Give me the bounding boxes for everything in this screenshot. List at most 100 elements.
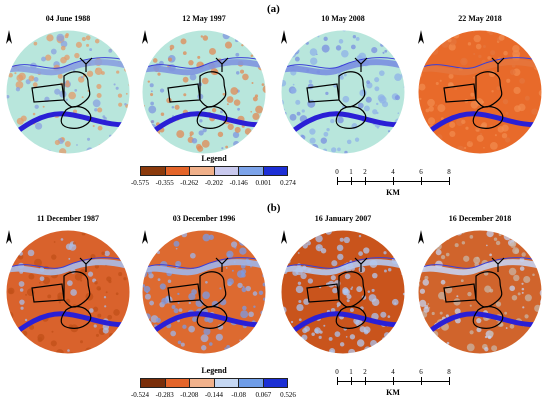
panel-b-label: (b) [267,202,281,214]
land-cover-patch [506,78,511,83]
land-cover-patch [418,107,419,111]
land-cover-patch [323,324,326,327]
land-cover-patch [224,347,227,350]
land-cover-patch [222,92,226,96]
land-cover-patch [460,57,468,66]
land-cover-patch [67,349,70,352]
land-cover-patch [318,335,322,339]
land-cover-patch [60,45,66,51]
upper-channel-edge [282,57,405,69]
scale-tick [421,177,422,185]
land-cover-patch [6,249,10,254]
land-cover-patch [143,285,151,293]
land-cover-patch [45,54,52,61]
land-cover-patch [177,340,182,345]
land-cover-patch [425,108,430,113]
legend-swatch [165,379,190,387]
land-cover-patch [281,254,284,257]
boundary-outline [79,257,93,272]
land-cover-patch [511,295,518,301]
land-cover-patch [171,305,176,309]
upper-channel [281,59,405,76]
land-cover-patch [443,298,446,301]
boundary-outline [491,257,505,272]
land-cover-patch [8,72,13,78]
land-cover-patch [98,287,101,291]
land-cover-patch [39,276,45,282]
map-border [280,229,406,355]
land-cover-patch [241,287,247,293]
land-cover-patch [380,311,387,318]
land-cover-patch [224,41,233,49]
map-date: 16 December 2018 [448,214,512,223]
land-cover-patch [391,298,399,306]
land-cover-patch [498,233,502,237]
north-arrow-icon [142,230,148,244]
land-cover-patch [173,308,179,314]
land-cover-patch [472,76,475,79]
legend-swatch [263,167,287,175]
land-cover-patch [437,36,441,41]
land-cover-patch [159,283,166,290]
land-cover-patch [510,242,516,248]
land-cover-patch [343,73,347,77]
land-cover-patch [494,134,497,137]
land-cover-patch [76,144,78,146]
land-cover-patch [445,252,450,257]
north-arrow-icon [418,230,424,244]
river-channel [142,111,266,148]
land-cover-patch [328,336,333,341]
land-cover-patch [81,76,84,79]
land-cover-patch [32,112,36,116]
land-cover-patch [289,32,296,40]
land-cover-patch [296,111,301,116]
land-cover-patch [235,52,240,57]
land-cover-patch [435,104,438,107]
land-cover-patch [159,345,167,354]
land-cover-patch [438,291,446,300]
land-cover-patch [149,83,154,88]
land-cover-patch [475,43,482,50]
land-cover-patch [456,295,459,298]
land-cover-patch [394,51,398,55]
land-cover-patch [116,70,120,74]
land-cover-patch [8,289,13,294]
river-channel [6,111,130,148]
land-cover-patch [469,235,474,239]
land-cover-patch [202,291,210,300]
land-cover-patch [445,314,449,318]
upper-channel-edge [419,57,542,69]
boundary-outline [199,71,227,108]
land-cover-patch [350,287,353,290]
scale-label: 6 [419,168,423,176]
land-cover-patch [178,349,182,354]
land-cover-patch [151,138,155,142]
land-cover-patch [53,241,56,243]
map-background [142,30,266,154]
land-cover-patch [11,137,17,144]
land-cover-patch [320,248,327,254]
land-cover-patch [119,243,124,248]
legend-swatch [190,379,215,387]
land-cover-patch [16,140,23,146]
land-cover-patch [200,35,204,38]
land-cover-patch [29,324,35,330]
land-cover-patch [60,56,67,64]
land-cover-patch [123,328,130,334]
land-cover-patch [383,251,387,255]
land-cover-patch [188,59,194,66]
land-cover-patch [402,108,405,115]
land-cover-patch [295,285,304,294]
land-cover-patch [242,305,247,311]
panel-a-label: (a) [267,3,280,15]
legend-a: Legend -0.575 -0.355 -0.262 -0.202 -0.146 0.0… [131,154,296,194]
upper-channel-edge [419,257,542,269]
land-cover-patch [264,60,266,63]
land-cover-patch [142,128,143,131]
land-cover-patch [107,314,113,320]
land-cover-patch [150,90,153,93]
land-cover-patch [401,119,405,128]
land-cover-patch [461,119,466,125]
land-cover-patch [524,138,531,145]
land-cover-patch [201,77,209,85]
